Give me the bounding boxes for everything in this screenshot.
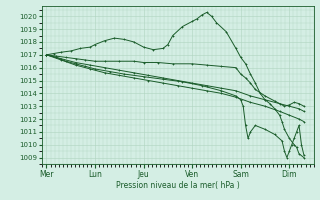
X-axis label: Pression niveau de la mer( hPa ): Pression niveau de la mer( hPa ) <box>116 181 239 190</box>
